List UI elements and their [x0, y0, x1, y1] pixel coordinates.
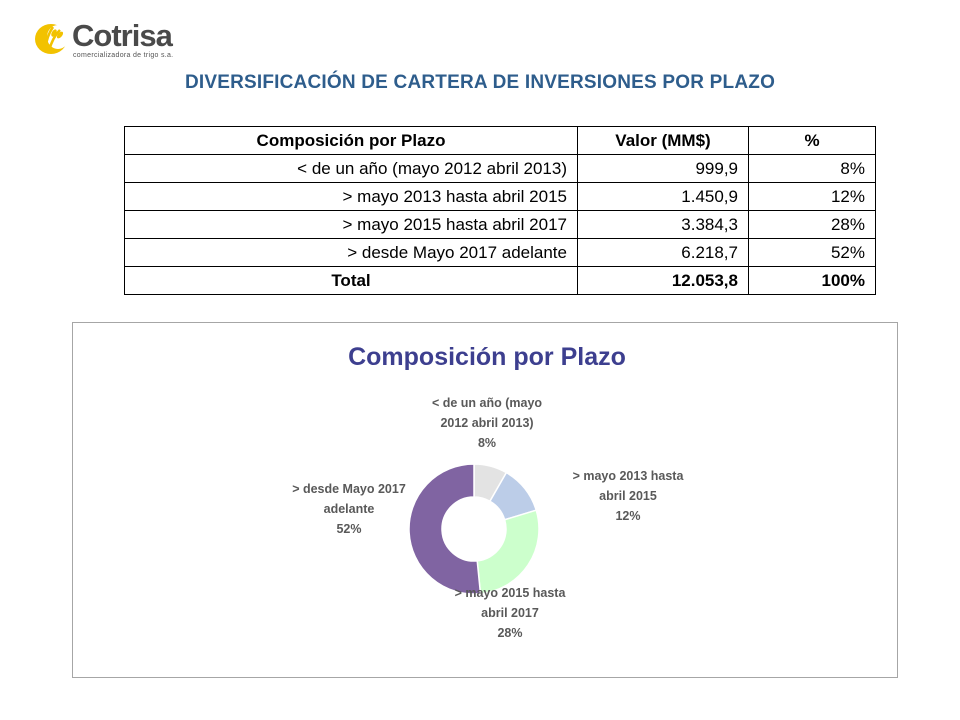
composition-table: Composición por Plazo Valor (MM$) % < de…: [124, 126, 876, 295]
table-cell: 999,9: [577, 154, 749, 183]
chart-title: Composición por Plazo: [348, 343, 626, 371]
column-header: %: [748, 126, 876, 155]
logo-name: Cotrisa: [72, 18, 173, 53]
column-header: Composición por Plazo: [124, 126, 578, 155]
chart-data-labels: < de un año (mayo 2012 abril 2013) 8% > may…: [292, 396, 684, 640]
table-cell: 3.384,3: [577, 210, 749, 239]
chart-canvas: Composición por Plazo < de un año (mayo 2…: [292, 343, 684, 640]
table-cell: > desde Mayo 2017 adelante: [124, 238, 578, 267]
table-cell: Total: [124, 266, 578, 295]
wheat-logo-icon: [35, 24, 69, 54]
page-title: DIVERSIFICACIÓN DE CARTERA DE INVERSIONE…: [184, 72, 776, 93]
table-cell: 28%: [748, 210, 876, 239]
table-cell: < de un año (mayo 2012 abril 2013): [124, 154, 578, 183]
chart-slices: [408, 463, 540, 595]
data-label: > desde Mayo 2017 adelante 52%: [292, 482, 406, 536]
table-cell: > mayo 2013 hasta abril 2015: [124, 182, 578, 211]
table-cell: 12.053,8: [577, 266, 749, 295]
table-cell: 8%: [748, 154, 876, 183]
slice-2015-2017: [476, 509, 540, 595]
table-row: > desde Mayo 2017 adelante 6.218,7 52%: [124, 238, 876, 267]
logo-subtitle: comercializadora de trigo s.a.: [73, 52, 174, 59]
company-logo: Cotrisa comercializadora de trigo s.a.: [34, 18, 184, 59]
table-cell: 12%: [748, 182, 876, 211]
table-cell: 6.218,7: [577, 238, 749, 267]
table-cell: > mayo 2015 hasta abril 2017: [124, 210, 578, 239]
table-cell: 1.450,9: [577, 182, 749, 211]
table-row: < de un año (mayo 2012 abril 2013) 999,9…: [124, 154, 876, 183]
data-label: > mayo 2013 hasta abril 2015 12%: [573, 469, 685, 523]
slice-from-2017: [408, 463, 482, 595]
column-header: Valor (MM$): [577, 126, 749, 155]
table-row: > mayo 2015 hasta abril 2017 3.384,3 28%: [124, 210, 876, 239]
table-cell: 100%: [748, 266, 876, 295]
doughnut-chart: Composición por Plazo < de un año (mayo 2…: [72, 322, 898, 678]
table-cell: 52%: [748, 238, 876, 267]
table-header-row: Composición por Plazo Valor (MM$) %: [124, 126, 876, 155]
data-label: < de un año (mayo 2012 abril 2013) 8%: [432, 396, 542, 450]
table-row: > mayo 2013 hasta abril 2015 1.450,9 12%: [124, 182, 876, 211]
data-label: > mayo 2015 hasta abril 2017 28%: [455, 586, 567, 640]
table-total-row: Total 12.053,8 100%: [124, 266, 876, 295]
